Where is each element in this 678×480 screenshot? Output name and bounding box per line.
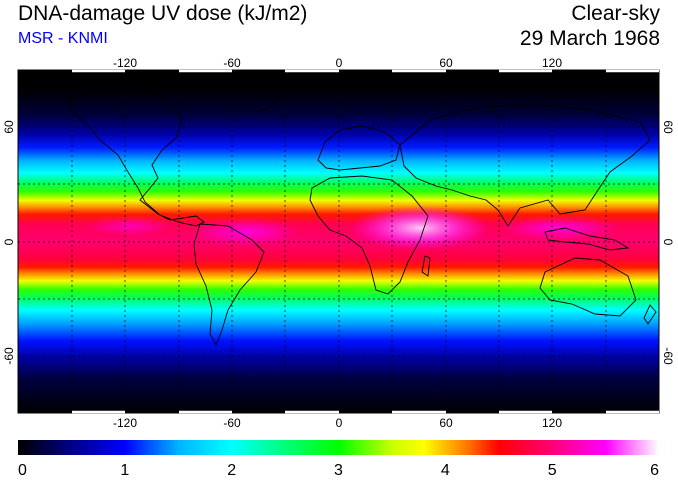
greenland-outline [239, 75, 283, 113]
lon-tick-top: 0 [336, 56, 343, 70]
colorbar [18, 440, 659, 455]
colorbar-tick-label: 5 [548, 462, 557, 479]
colorbar-ticks: 0 1 2 3 4 5 6 [18, 462, 659, 479]
lon-tick-bottom: -60 [223, 416, 241, 430]
map-title: DNA-damage UV dose (kJ/m2) [18, 2, 308, 25]
colorbar-tick-label: 2 [227, 462, 236, 479]
colorbar-tick-label: 6 [650, 462, 659, 479]
new-zealand-outline [643, 304, 657, 325]
colorbar-tick-label: 0 [18, 462, 27, 479]
lat-tick-left: 0 [2, 238, 16, 245]
colorbar-tick-label: 4 [441, 462, 450, 479]
asia-outline [399, 103, 651, 227]
southeast-asia-islands-outline [544, 227, 630, 251]
south-america-outline [193, 223, 265, 347]
lat-tick-left: 60 [2, 120, 16, 134]
lon-tick-bottom: 60 [439, 416, 453, 430]
africa-outline [309, 175, 429, 295]
madagascar-outline [421, 255, 431, 277]
europe-outline [317, 125, 401, 171]
lon-tick-top: -60 [223, 56, 241, 70]
coastlines [69, 75, 657, 347]
colorbar-tick-label: 1 [120, 462, 129, 479]
lon-tick-top: -120 [113, 56, 137, 70]
lon-tick-top: 120 [542, 56, 562, 70]
lon-tick-top: 60 [439, 56, 453, 70]
north-america-outline [69, 89, 205, 227]
lon-tick-bottom: 0 [336, 416, 343, 430]
sky-condition-label: Clear-sky [571, 2, 660, 25]
data-source-label: MSR - KNMI [18, 30, 108, 47]
date-label: 29 March 1968 [519, 27, 660, 50]
lat-tick-left: -60 [2, 347, 16, 365]
graticule [18, 70, 659, 413]
lat-tick-right: -60 [661, 347, 675, 365]
colorbar-tick-label: 3 [334, 462, 343, 479]
lon-tick-bottom: -120 [113, 416, 137, 430]
lat-tick-right: 60 [661, 120, 675, 134]
australia-outline [539, 257, 637, 317]
map-frame [17, 69, 660, 414]
lat-tick-right: 0 [661, 239, 675, 246]
lon-tick-bottom: 120 [542, 416, 562, 430]
